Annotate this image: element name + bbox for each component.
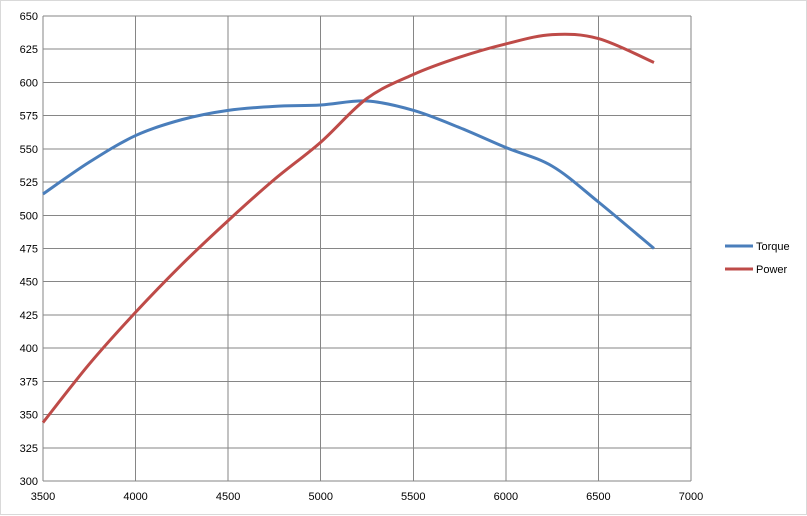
x-tick-label: 6500	[586, 491, 610, 503]
power-legend-label: Power	[756, 264, 788, 276]
y-tick-label: 375	[20, 376, 38, 388]
y-tick-label: 650	[20, 11, 38, 23]
y-tick-label: 550	[20, 144, 38, 156]
x-tick-label: 7000	[679, 491, 703, 503]
y-tick-label: 600	[20, 77, 38, 89]
y-tick-label: 475	[20, 244, 38, 256]
power-series-line	[41, 32, 655, 424]
x-tick-label: 6000	[494, 491, 518, 503]
y-tick-label: 400	[20, 343, 38, 355]
x-tick-label: 3500	[31, 491, 55, 503]
y-tick-label: 350	[20, 410, 38, 422]
y-tick-label: 425	[20, 310, 38, 322]
x-tick-label: 4000	[123, 491, 147, 503]
legend: Torque Power	[725, 241, 790, 276]
y-tick-label: 575	[20, 111, 38, 123]
x-axis-tick-labels: 3500 4000 4500 5000 5500 6000 6500 7000	[31, 491, 703, 503]
y-tick-label: 300	[20, 476, 38, 488]
torque-series-line	[42, 99, 655, 250]
y-tick-label: 525	[20, 177, 38, 189]
torque-legend-label: Torque	[756, 241, 790, 253]
y-tick-label: 325	[20, 443, 38, 455]
y-tick-label: 450	[20, 277, 38, 289]
y-axis-tick-labels: 300 325 350 375 400 425 450 475 500 525 550 575 600 6…	[20, 11, 38, 488]
x-tick-label: 5000	[308, 491, 332, 503]
y-tick-label: 625	[20, 44, 38, 56]
x-tick-label: 5500	[401, 491, 425, 503]
x-tick-label: 4500	[216, 491, 240, 503]
gridlines	[42, 15, 692, 482]
y-tick-label: 500	[20, 210, 38, 222]
series-lines	[41, 32, 655, 424]
